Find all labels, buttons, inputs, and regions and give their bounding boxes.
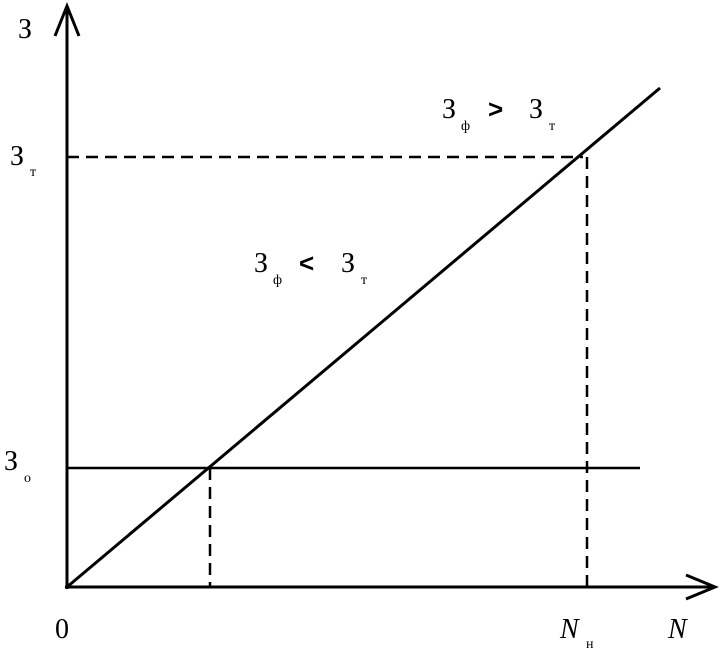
level-subscript: т <box>30 165 36 180</box>
annotation-sign: > <box>488 94 503 124</box>
x-mark-subscript: н <box>586 637 594 651</box>
annotation-symbol: З <box>529 94 543 125</box>
annotation-symbol: З <box>442 94 456 125</box>
annotation-symbol: З <box>254 248 268 279</box>
y-axis-arrow <box>53 1 81 37</box>
level-label: З <box>4 446 18 477</box>
variable-cost-line <box>66 86 661 589</box>
x-axis-label: N <box>667 614 688 645</box>
annotation-symbol: З <box>341 248 355 279</box>
annotation-subscript: т <box>549 119 555 134</box>
level-subscript: о <box>24 471 31 486</box>
annotation-subscript: ф <box>461 119 470 134</box>
origin-label: 0 <box>55 614 69 645</box>
annotation-subscript: т <box>361 273 367 288</box>
annotation-sign: < <box>299 248 314 278</box>
x-mark-label: N <box>559 614 580 645</box>
annotation-subscript: ф <box>273 273 282 288</box>
x-axis-arrow <box>685 573 719 601</box>
level-label: З <box>10 141 24 172</box>
y-axis-label: З <box>18 14 32 45</box>
